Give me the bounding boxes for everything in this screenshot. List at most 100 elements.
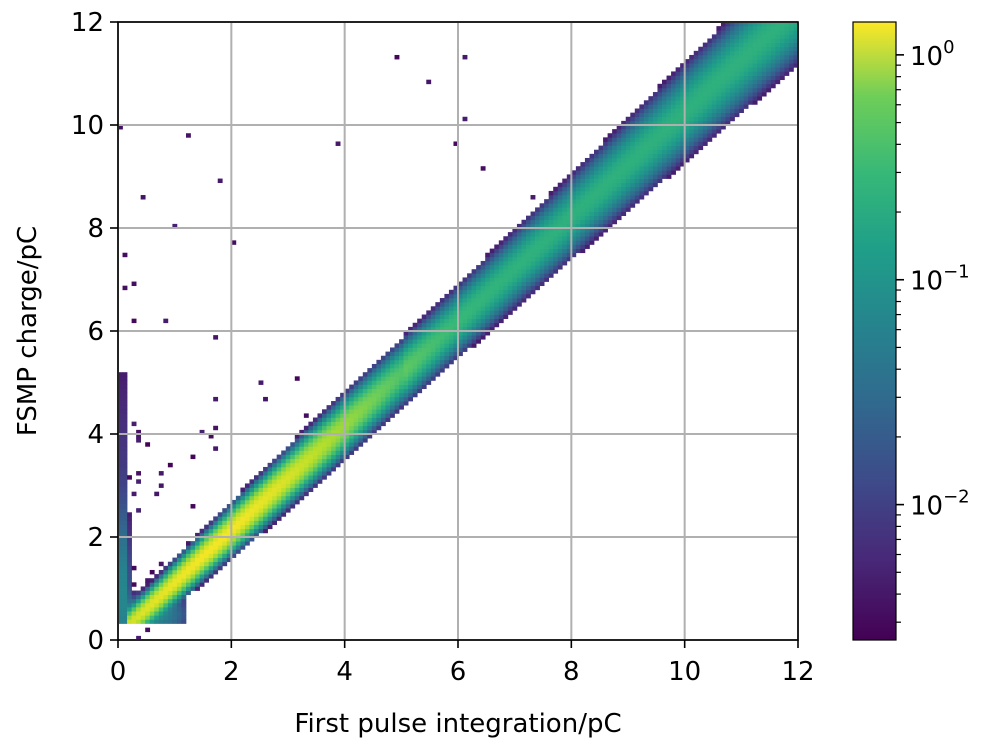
- heatmap-cell: [530, 195, 536, 200]
- heatmap-cell: [485, 273, 491, 278]
- heatmap-cell: [254, 532, 259, 538]
- heatmap-cell: [158, 586, 164, 591]
- heatmap-cell: [358, 396, 364, 402]
- heatmap-cell: [199, 537, 205, 542]
- heatmap-cell: [303, 479, 309, 484]
- heatmap-cell: [516, 285, 522, 291]
- heatmap-cell: [485, 281, 491, 287]
- heatmap-cell: [317, 425, 323, 431]
- heatmap-cell: [730, 54, 735, 60]
- heatmap-cell: [684, 71, 690, 76]
- x-tick-label: 12: [781, 657, 814, 687]
- heatmap-cell: [326, 438, 332, 443]
- heatmap-cell: [594, 166, 599, 171]
- heatmap-cell: [254, 520, 259, 525]
- heatmap-cell: [730, 100, 735, 105]
- heatmap-cell: [571, 236, 577, 241]
- heatmap-cell: [217, 545, 223, 550]
- heatmap-cell: [149, 615, 155, 620]
- heatmap-cell: [707, 129, 713, 134]
- heatmap-cell: [285, 462, 291, 468]
- heatmap-cell: [634, 137, 640, 142]
- heatmap-cell: [544, 269, 550, 274]
- heatmap-cell: [739, 63, 744, 68]
- heatmap-cell: [167, 569, 173, 575]
- heatmap-cell: [399, 392, 404, 398]
- heatmap-cell: [263, 466, 268, 472]
- heatmap-cell: [512, 269, 518, 274]
- heatmap-cell: [652, 162, 658, 167]
- heatmap-cell: [122, 574, 128, 579]
- heatmap-cell: [526, 285, 531, 291]
- heatmap-cell: [566, 223, 572, 229]
- heatmap-cell: [616, 195, 622, 200]
- heatmap-cell: [494, 260, 500, 266]
- heatmap-cell: [548, 219, 554, 225]
- heatmap-cell: [584, 190, 590, 196]
- heatmap-cell: [743, 34, 749, 39]
- heatmap-cell: [131, 421, 137, 427]
- heatmap-cell: [594, 186, 599, 192]
- heatmap-cell: [421, 326, 427, 332]
- heatmap-cell: [743, 71, 749, 76]
- heatmap-cell: [149, 607, 155, 612]
- heatmap-cell: [494, 252, 500, 258]
- heatmap-cell: [167, 586, 173, 591]
- heatmap-cell: [716, 46, 722, 52]
- heatmap-cell: [471, 310, 477, 315]
- heatmap-cell: [118, 396, 123, 402]
- heatmap-cell: [761, 83, 767, 89]
- heatmap-cell: [294, 491, 300, 497]
- heatmap-cell: [675, 96, 681, 101]
- heatmap-cell: [276, 487, 282, 493]
- heatmap-cell: [263, 520, 268, 525]
- heatmap-cell: [199, 565, 205, 571]
- heatmap-cell: [326, 434, 332, 439]
- heatmap-cell: [312, 446, 318, 451]
- heatmap-cell: [163, 598, 169, 604]
- heatmap-cell: [748, 54, 754, 60]
- heatmap-cell: [580, 186, 586, 192]
- heatmap-cell: [548, 244, 554, 249]
- heatmap-cell: [326, 450, 332, 455]
- heatmap-cell: [716, 120, 722, 126]
- heatmap-cell: [666, 174, 672, 179]
- heatmap-cell: [371, 372, 377, 377]
- heatmap-cell: [526, 244, 531, 249]
- heatmap-cell: [140, 598, 146, 604]
- heatmap-cell: [172, 574, 178, 579]
- heatmap-cell: [480, 277, 486, 282]
- heatmap-cell: [163, 602, 169, 608]
- heatmap-cell: [467, 281, 472, 287]
- heatmap-cell: [643, 153, 649, 159]
- heatmap-cell: [720, 42, 726, 48]
- heatmap-cell: [716, 34, 722, 39]
- heatmap-cell: [285, 483, 291, 488]
- heatmap-cell: [439, 339, 445, 344]
- heatmap-cell: [526, 252, 531, 258]
- heatmap-cell: [403, 335, 409, 340]
- heatmap-cell: [285, 487, 291, 493]
- heatmap-cell: [435, 326, 441, 332]
- heatmap-cell: [344, 446, 350, 451]
- heatmap-cell: [748, 79, 754, 85]
- heatmap-cell: [539, 252, 545, 258]
- heatmap-cell: [358, 384, 364, 390]
- heatmap-cell: [217, 541, 223, 546]
- heatmap-cell: [621, 166, 627, 171]
- heatmap-cell: [322, 475, 327, 480]
- heatmap-cell: [675, 125, 681, 130]
- heatmap-cell: [458, 298, 463, 303]
- heatmap-cell: [680, 133, 686, 138]
- heatmap-cell: [340, 417, 346, 422]
- heatmap-cell: [548, 273, 554, 278]
- heatmap-cell: [267, 487, 273, 493]
- heatmap-cell: [621, 162, 627, 167]
- heatmap-cell: [408, 372, 414, 377]
- heatmap-cell: [476, 322, 482, 328]
- heatmap-cell: [616, 125, 622, 130]
- heatmap-cell: [671, 157, 676, 163]
- heatmap-cell: [385, 401, 391, 406]
- heatmap-cell: [118, 512, 123, 517]
- heatmap-cell: [698, 71, 704, 76]
